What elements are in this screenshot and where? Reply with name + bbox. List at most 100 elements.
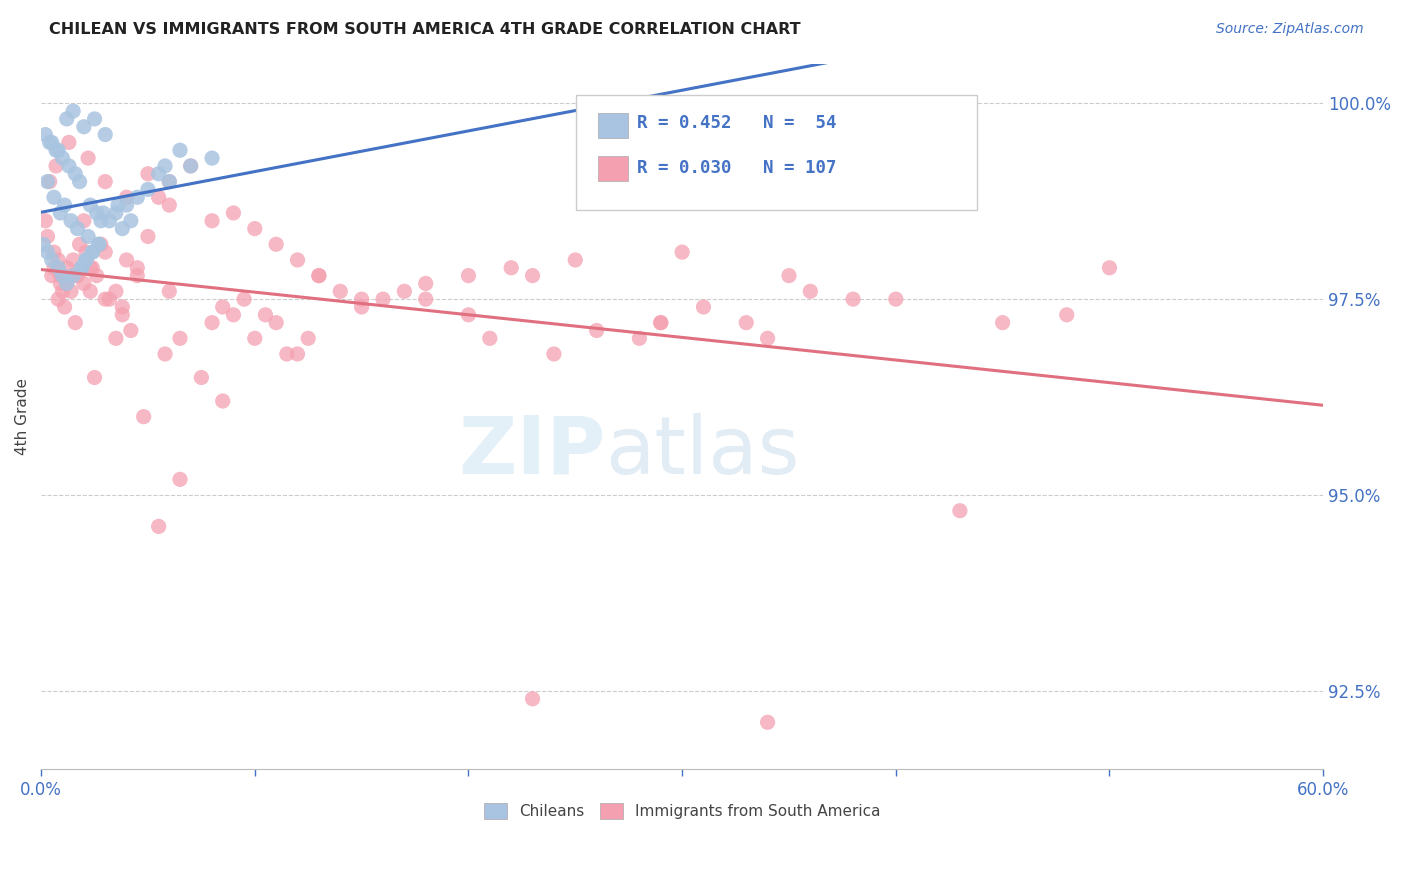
Point — [66, 268, 89, 283]
Point — [415, 292, 437, 306]
Point — [82, 260, 104, 275]
Point — [41, 252, 63, 267]
Point — [522, 691, 544, 706]
Point — [82, 245, 104, 260]
Point — [127, 268, 149, 283]
Point — [37, 175, 59, 189]
Point — [65, 316, 87, 330]
Point — [211, 394, 233, 409]
Point — [650, 316, 672, 330]
Point — [350, 292, 373, 306]
Point — [79, 198, 101, 212]
Point — [77, 151, 100, 165]
Point — [153, 347, 176, 361]
Point — [394, 285, 416, 299]
Point — [32, 237, 55, 252]
Point — [132, 409, 155, 424]
Point — [42, 190, 65, 204]
Point — [169, 331, 191, 345]
Point — [628, 331, 651, 345]
Point — [62, 252, 84, 267]
Point — [148, 519, 170, 533]
Point — [45, 159, 67, 173]
Point — [83, 370, 105, 384]
Point — [136, 167, 159, 181]
Point — [62, 268, 84, 283]
Point — [778, 268, 800, 283]
Point — [86, 206, 108, 220]
Point — [41, 268, 63, 283]
Point — [297, 331, 319, 345]
Point — [46, 143, 69, 157]
Point — [233, 292, 256, 306]
Point — [169, 472, 191, 486]
Point — [70, 260, 93, 275]
Text: R = 0.452   N =  54: R = 0.452 N = 54 — [637, 114, 837, 132]
Point — [1056, 308, 1078, 322]
Point — [650, 316, 672, 330]
Point — [991, 316, 1014, 330]
Point — [1098, 260, 1121, 275]
Point — [157, 198, 180, 212]
Point — [46, 260, 69, 275]
Point — [180, 159, 202, 173]
Point — [276, 347, 298, 361]
Point — [79, 260, 101, 275]
Point — [115, 252, 138, 267]
Text: atlas: atlas — [605, 413, 800, 491]
Point — [66, 221, 89, 235]
Point — [58, 159, 80, 173]
Point — [756, 715, 779, 730]
Point — [51, 268, 73, 283]
Point — [756, 331, 779, 345]
Text: CHILEAN VS IMMIGRANTS FROM SOUTH AMERICA 4TH GRADE CORRELATION CHART: CHILEAN VS IMMIGRANTS FROM SOUTH AMERICA… — [49, 22, 801, 37]
Point — [55, 112, 77, 126]
Point — [75, 252, 97, 267]
Legend: Chileans, Immigrants from South America: Chileans, Immigrants from South America — [478, 797, 886, 825]
Point — [73, 120, 96, 134]
Point — [148, 190, 170, 204]
Point — [83, 112, 105, 126]
Point — [65, 167, 87, 181]
Point — [62, 268, 84, 283]
Point — [46, 292, 69, 306]
Point — [60, 214, 83, 228]
Point — [287, 347, 309, 361]
Point — [501, 260, 523, 275]
Point — [136, 229, 159, 244]
Point — [87, 237, 110, 252]
Point — [37, 245, 59, 260]
Point — [49, 268, 72, 283]
Point — [51, 151, 73, 165]
Point — [46, 252, 69, 267]
Point — [55, 277, 77, 291]
Point — [79, 285, 101, 299]
Point — [69, 237, 91, 252]
Point — [60, 285, 83, 299]
Point — [350, 300, 373, 314]
Point — [104, 285, 127, 299]
Point — [564, 252, 586, 267]
Text: ZIP: ZIP — [458, 413, 605, 491]
Point — [38, 175, 60, 189]
Point — [86, 268, 108, 283]
Point — [127, 190, 149, 204]
Point — [34, 214, 56, 228]
Point — [120, 214, 142, 228]
Point — [94, 245, 117, 260]
Point — [45, 143, 67, 157]
Point — [91, 206, 114, 220]
Point — [243, 221, 266, 235]
Point — [157, 285, 180, 299]
Point — [90, 214, 112, 228]
Point — [329, 285, 352, 299]
Point — [111, 308, 134, 322]
Point — [287, 252, 309, 267]
Point — [190, 370, 212, 384]
Point — [264, 237, 287, 252]
Text: R = 0.030   N = 107: R = 0.030 N = 107 — [637, 159, 837, 177]
Point — [75, 252, 97, 267]
Point — [90, 237, 112, 252]
Point — [585, 323, 607, 337]
Point — [111, 300, 134, 314]
